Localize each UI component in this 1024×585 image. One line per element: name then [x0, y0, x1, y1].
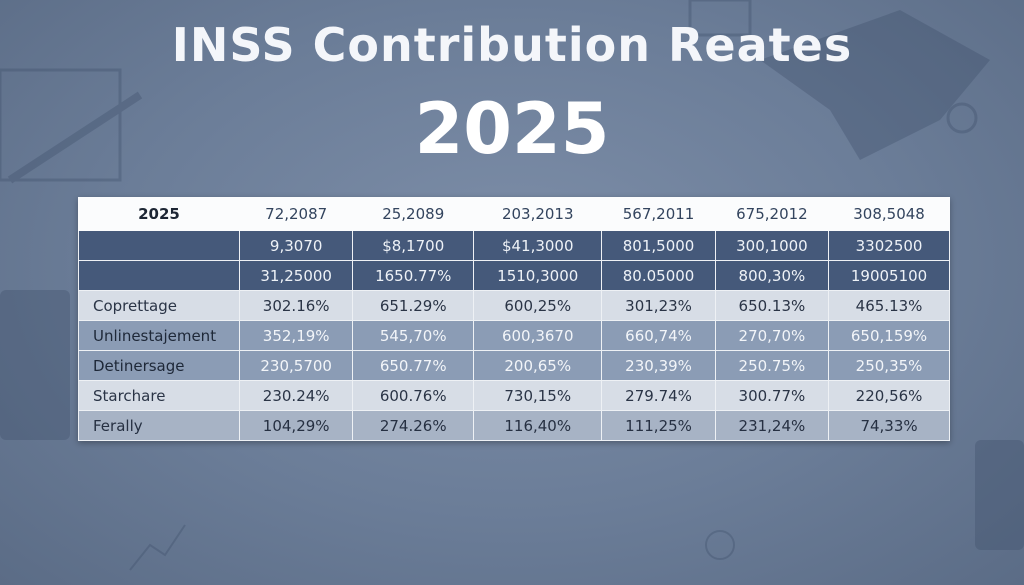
column-header: 2025 — [78, 197, 240, 231]
table-cell: 104,29% — [238, 410, 354, 441]
table-cell: 19005100 — [828, 260, 950, 291]
calendar-icon — [688, 0, 752, 37]
table-cell: 465.13% — [828, 290, 950, 321]
table-cell: 111,25% — [601, 410, 716, 441]
table-cell: 1650.77% — [352, 260, 475, 291]
table-cell: 274.26% — [352, 410, 475, 441]
table-cell: 600.76% — [352, 380, 475, 411]
table-cell: 250,35% — [828, 350, 950, 381]
table-cell: 116,40% — [473, 410, 603, 441]
column-header: 308,5048 — [828, 197, 950, 231]
table-cell: 250.75% — [714, 350, 830, 381]
row-label: Coprettage — [78, 290, 240, 321]
chart-arrow-icon — [760, 10, 990, 160]
table-cell: 300,1000 — [714, 230, 830, 261]
table-cell: 74,33% — [828, 410, 950, 441]
table-cell: 730,15% — [473, 380, 603, 411]
table-cell: 600,3670 — [473, 320, 603, 351]
table-cell: 3302500 — [828, 230, 950, 261]
table-cell: 9,3070 — [238, 230, 354, 261]
table-row: Ferally 104,29% 274.26% 116,40% 111,25% 231,2… — [78, 410, 950, 441]
gear-icon — [946, 102, 978, 134]
table-row: Detinersage 230,5700 650.77% 200,65% 230,39%… — [78, 350, 950, 381]
pen-icon — [7, 91, 143, 184]
table-row: Coprettage 302.16% 651.29% 600,25% 301,23% 65… — [78, 290, 950, 321]
row-label: Ferally — [78, 410, 240, 441]
row-label — [78, 230, 240, 261]
table-cell: 230,5700 — [238, 350, 354, 381]
table-row: Unlinestajement 352,19% 545,70% 600,3670 660… — [78, 320, 950, 351]
table-cell: 220,56% — [828, 380, 950, 411]
table-row: Starchare 230.24% 600.76% 730,15% 279.74% 300… — [78, 380, 950, 411]
calculator-icon — [0, 290, 70, 440]
row-label — [78, 260, 240, 291]
table-cell: 230,39% — [601, 350, 716, 381]
table-cell: 650.13% — [714, 290, 830, 321]
table-header-row: 2025 72,2087 25,2089 203,2013 567,2011 675,20… — [78, 197, 950, 231]
table-cell: 650,159% — [828, 320, 950, 351]
table-cell: 352,19% — [238, 320, 354, 351]
line-chart-icon — [129, 524, 186, 571]
column-header: 675,2012 — [714, 197, 830, 231]
table-cell: 230.24% — [238, 380, 354, 411]
table-cell: 801,5000 — [601, 230, 716, 261]
table-row: 9,3070 $8,1700 $41,3000 801,5000 300,1000 330… — [78, 230, 950, 261]
table-cell: 301,23% — [601, 290, 716, 321]
column-header: 72,2087 — [238, 197, 354, 231]
table-cell: 1510,3000 — [473, 260, 603, 291]
table-cell: 800,30% — [714, 260, 830, 291]
row-label: Detinersage — [78, 350, 240, 381]
table-cell: 545,70% — [352, 320, 475, 351]
calculator-icon — [975, 440, 1024, 550]
clock-icon — [705, 530, 735, 560]
column-header: 567,2011 — [601, 197, 716, 231]
table-cell: 270,70% — [714, 320, 830, 351]
row-label: Starchare — [78, 380, 240, 411]
column-header: 203,2013 — [473, 197, 603, 231]
table-cell: 302.16% — [238, 290, 354, 321]
table-cell: 300.77% — [714, 380, 830, 411]
table-cell: 200,65% — [473, 350, 603, 381]
table-cell: $41,3000 — [473, 230, 603, 261]
table-cell: 650.77% — [352, 350, 475, 381]
page-title: INSS Contribution Reates — [171, 18, 853, 72]
table-cell: 651.29% — [352, 290, 475, 321]
notebook-icon — [0, 68, 122, 182]
row-label: Unlinestajement — [78, 320, 240, 351]
table-cell: 279.74% — [601, 380, 716, 411]
page-year: 2025 — [414, 88, 610, 170]
table-cell: $8,1700 — [352, 230, 475, 261]
table-cell: 231,24% — [714, 410, 830, 441]
table-cell: 600,25% — [473, 290, 603, 321]
table-cell: 660,74% — [601, 320, 716, 351]
table-cell: 31,25000 — [238, 260, 354, 291]
contribution-rates-table: 2025 72,2087 25,2089 203,2013 567,2011 675,20… — [78, 197, 950, 441]
column-header: 25,2089 — [352, 197, 475, 231]
table-row: 31,25000 1650.77% 1510,3000 80.05000 800,30%… — [78, 260, 950, 291]
table-cell: 80.05000 — [601, 260, 716, 291]
